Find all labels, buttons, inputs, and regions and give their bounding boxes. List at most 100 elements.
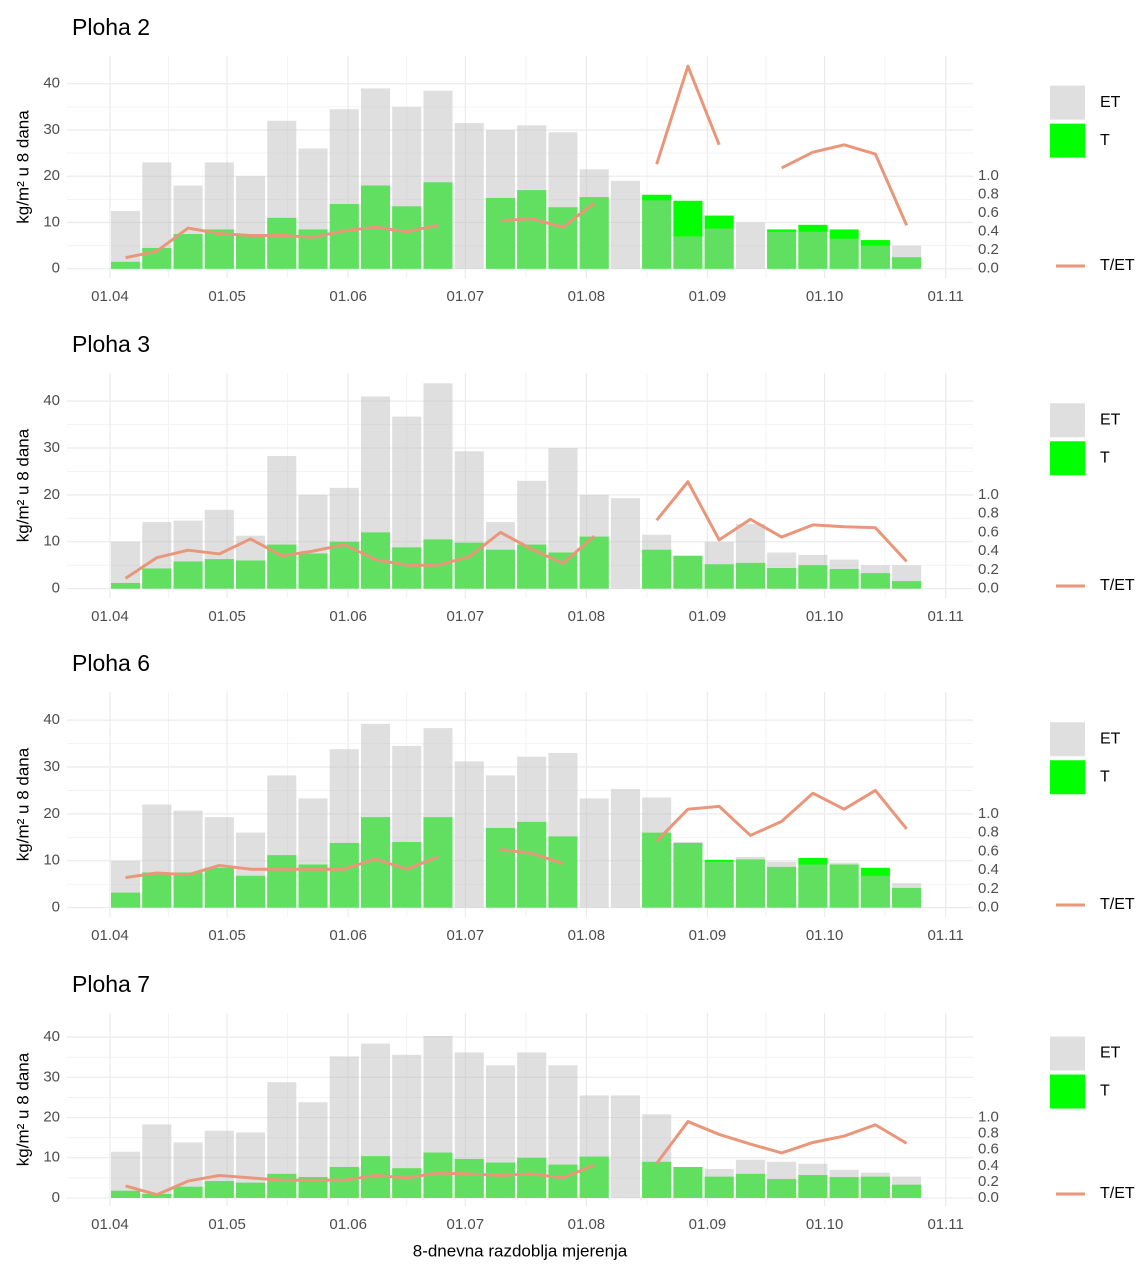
y2-tick-label: 0.4 [978,861,999,878]
bar [673,555,703,589]
bar [673,236,703,269]
y-tick-label: 10 [43,213,60,230]
legend-swatch [1050,403,1085,438]
bar [360,396,391,589]
bar [892,1176,922,1198]
y2-tick-label: 0.0 [978,580,999,597]
y-tick-label: 0 [52,1189,60,1206]
x-tick-label: 01.06 [329,1216,367,1233]
bar [704,541,734,589]
bar [204,1130,234,1198]
y-axis-label: kg/m² u 8 dana [13,747,32,861]
bar [579,169,609,269]
bar [454,761,484,908]
bar [610,1095,640,1198]
legend-swatch [1050,1036,1085,1071]
bar [454,451,484,589]
y-tick-label: 40 [43,1028,60,1045]
bar [767,231,797,269]
bar [735,222,765,269]
ratio-line [125,64,908,260]
bar [829,559,859,589]
legend-label: T [1100,1083,1110,1100]
bar [485,775,516,908]
y2-tick-label: 0.8 [978,186,999,203]
x-tick-label: 01.09 [689,608,727,625]
bar [392,1054,422,1198]
x-tick-label: 01.06 [329,288,367,305]
bar [860,565,890,589]
legend-label: T [1100,132,1110,149]
bar [892,883,922,908]
bar [360,1043,391,1198]
x-tick-label: 01.07 [447,288,485,305]
y-tick-label: 20 [43,167,60,184]
bar [485,1065,516,1198]
y-tick-label: 10 [43,852,60,869]
y2-tick-label: 1.0 [978,486,999,503]
x-tick-label: 01.05 [208,1216,246,1233]
panel-title: Ploha 3 [72,331,150,357]
bar [829,238,859,269]
y2-tick-label: 0.2 [978,561,999,578]
x-tick-label: 01.10 [806,927,844,944]
x-tick-label: 01.04 [91,288,129,305]
bar [329,1056,359,1198]
y2-tick-label: 1.0 [978,167,999,184]
y2-tick-label: 0.4 [978,223,999,240]
bar [454,1052,484,1198]
y-tick-label: 20 [43,1109,60,1126]
x-tick-label: 01.08 [568,1216,606,1233]
bar [267,775,297,908]
ratio-line [125,1120,908,1197]
y-axis-label: kg/m² u 8 dana [13,428,32,542]
bar [454,123,484,269]
x-tick-label: 01.05 [208,927,246,944]
legend-label: T/ET [1100,896,1135,913]
y2-tick-label: 0.6 [978,204,999,221]
legend-label: ET [1100,94,1121,111]
x-tick-label: 01.07 [447,608,485,625]
bar [360,88,391,269]
x-tick-label: 01.04 [91,927,129,944]
legend-label: T [1100,449,1110,466]
y-tick-label: 10 [43,1149,60,1166]
x-tick-label: 01.10 [806,288,844,305]
y-tick-label: 10 [43,533,60,550]
y2-tick-label: 0.8 [978,1125,999,1142]
y-tick-label: 30 [43,758,60,775]
y2-tick-label: 0.6 [978,523,999,540]
bar [267,455,297,589]
x-tick-label: 01.07 [447,1216,485,1233]
x-tick-label: 01.11 [927,927,963,944]
y2-tick-label: 0.2 [978,241,999,258]
bar [829,1169,859,1198]
x-tick-label: 01.10 [806,608,844,625]
bar [298,798,328,908]
x-axis-label: 8-dnevna razdoblja mjerenja [413,1241,628,1260]
x-tick-label: 01.05 [208,608,246,625]
bar [860,1172,890,1198]
y2-tick-label: 0.4 [978,1157,999,1174]
y2-tick-label: 0.2 [978,1173,999,1190]
bar [798,864,828,908]
bar [173,520,203,589]
x-tick-label: 01.04 [91,608,129,625]
bar [204,162,234,269]
x-tick-label: 01.04 [91,1216,129,1233]
bar [579,494,609,589]
bar [548,752,578,908]
x-tick-label: 01.09 [689,288,727,305]
bar [204,817,234,908]
bar [329,487,359,589]
bar [173,810,203,908]
bar [142,1124,172,1198]
bar [423,1035,453,1198]
legend-label: ET [1100,411,1121,428]
panel-title: Ploha 2 [72,14,150,40]
bar [236,176,266,269]
y2-tick-label: 0.0 [978,899,999,916]
bar [673,842,703,908]
bar [579,798,609,908]
y2-tick-label: 0.8 [978,824,999,841]
